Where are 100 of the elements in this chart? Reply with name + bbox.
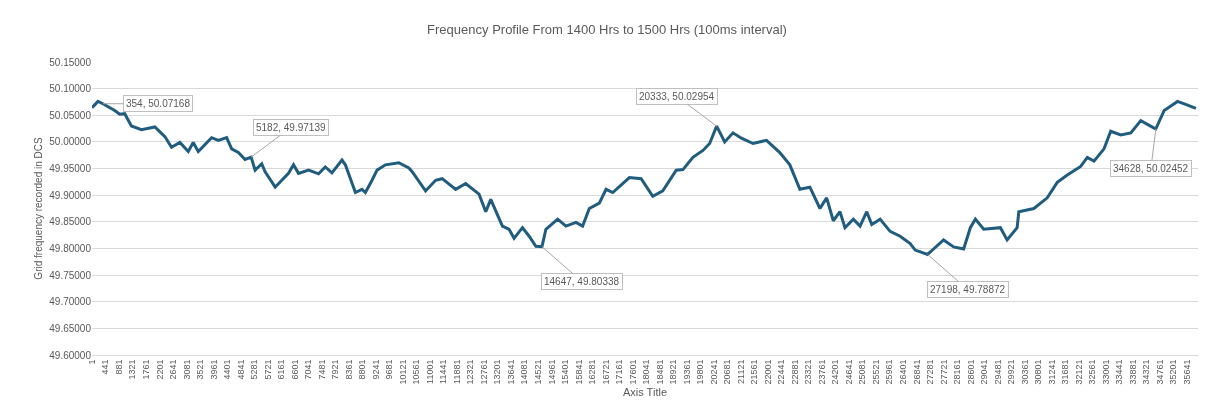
x-tick-label: 2201	[154, 359, 165, 380]
x-tick-label: 881	[113, 359, 124, 375]
x-tick-label: 8801	[357, 359, 368, 380]
x-tick-label: 6601	[289, 359, 300, 380]
y-tick-label: 50.00000	[49, 136, 92, 148]
x-tick-label: 22001	[762, 359, 773, 385]
annotation: 34628, 50.02452	[1113, 163, 1189, 174]
y-tick-label: 49.90000	[49, 189, 92, 201]
x-tick-label: 18041	[641, 359, 652, 385]
x-tick-label: 34321	[1141, 359, 1152, 385]
x-tick-label: 27721	[938, 359, 949, 385]
x-tick-label: 31681	[1060, 359, 1071, 385]
x-tick-label: 11881	[451, 359, 462, 384]
y-tick-label: 50.15000	[49, 56, 92, 68]
y-tick-label: 49.95000	[49, 163, 92, 175]
x-tick-label: 26401	[898, 359, 909, 385]
x-tick-label: 16281	[587, 359, 598, 385]
x-tick-label: 10561	[411, 359, 422, 385]
x-tick-label: 6161	[276, 359, 287, 380]
x-tick-label: 1321	[127, 359, 138, 380]
x-tick-label: 17161	[614, 359, 625, 385]
x-tick-label: 25521	[870, 359, 881, 385]
annotation: 5182, 49.97139	[256, 122, 326, 133]
x-tick-label: 30801	[1033, 359, 1044, 385]
x-tick-label: 5281	[249, 359, 260, 380]
annotation: 27198, 49.78872	[930, 284, 1006, 295]
x-tick-label: 9241	[370, 359, 381, 380]
x-tick-label: 28601	[965, 359, 976, 385]
x-tick-label: 29481	[992, 359, 1003, 385]
annotation: 354, 50.07168	[126, 98, 191, 109]
x-tick-label: 9681	[384, 359, 395, 380]
x-tick-label: 21121	[735, 359, 746, 384]
x-tick-label: 29041	[979, 359, 990, 385]
x-tick-label: 32561	[1087, 359, 1098, 385]
x-tick-label: 12321	[465, 359, 476, 385]
x-tick-label: 24641	[843, 359, 854, 385]
x-tick-label: 25081	[857, 359, 868, 385]
x-tick-label: 11441	[438, 359, 449, 384]
x-tick-label: 18921	[668, 359, 679, 385]
y-tick-label: 49.80000	[49, 242, 92, 254]
x-tick-label: 3961	[208, 359, 219, 380]
x-tick-label: 18481	[654, 359, 665, 385]
x-tick-label: 33441	[1114, 359, 1125, 385]
x-tick-label: 24201	[830, 359, 841, 385]
y-tick-label: 50.10000	[49, 83, 92, 95]
y-tick-label: 49.75000	[49, 269, 92, 281]
x-tick-label: 7041	[303, 359, 314, 380]
x-tick-label: 7481	[316, 359, 327, 380]
x-tick-label: 33881	[1127, 359, 1138, 385]
y-tick-label: 49.70000	[49, 296, 92, 308]
x-tick-label: 1	[86, 359, 97, 365]
y-tick-label: 49.60000	[49, 349, 92, 361]
x-tick-label: 10121	[397, 359, 408, 385]
x-tick-label: 8361	[343, 359, 354, 380]
x-tick-label: 14961	[546, 359, 557, 385]
x-axis-title: Axis Title	[622, 385, 668, 398]
x-tick-label: 14521	[533, 359, 544, 385]
x-tick-label: 30361	[1019, 359, 1030, 385]
x-tick-label: 20681	[722, 359, 733, 385]
x-tick-label: 33001	[1100, 359, 1111, 385]
x-tick-label: 11001	[424, 359, 435, 384]
x-tick-label: 19361	[681, 359, 692, 385]
x-tick-label: 15841	[573, 359, 584, 385]
x-tick-label: 17601	[627, 359, 638, 385]
y-tick-label: 49.65000	[49, 322, 92, 334]
x-tick-label: 3081	[181, 359, 192, 380]
x-tick-label: 20241	[708, 359, 719, 385]
annotation: 14647, 49.80338	[544, 276, 620, 287]
x-tick-label: 22881	[789, 359, 800, 385]
x-tick-label: 21561	[749, 359, 760, 385]
x-tick-label: 4841	[235, 359, 246, 380]
x-tick-label: 13201	[492, 359, 503, 385]
x-tick-label: 4401	[222, 359, 233, 380]
x-tick-label: 32121	[1073, 359, 1084, 385]
x-tick-label: 22441	[776, 359, 787, 385]
x-tick-label: 14081	[519, 359, 530, 385]
x-tick-label: 26841	[911, 359, 922, 385]
x-tick-label: 5721	[262, 359, 273, 380]
x-tick-label: 19801	[695, 359, 706, 385]
x-tick-label: 15401	[560, 359, 571, 385]
x-tick-label: 3521	[195, 359, 206, 380]
y-tick-label: 49.85000	[49, 216, 92, 228]
y-axis-title: Grid frequency recorded in DCS	[33, 137, 45, 280]
x-tick-label: 34761	[1154, 359, 1165, 385]
x-tick-label: 441	[100, 359, 111, 375]
x-tick-label: 2641	[168, 359, 179, 380]
chart-title: Frequency Profile From 1400 Hrs to 1500 Hrs (100ms interval)	[427, 22, 787, 38]
x-tick-label: 23761	[816, 359, 827, 385]
annotation: 20333, 50.02954	[639, 91, 715, 102]
x-tick-label: 29921	[1006, 359, 1017, 385]
x-tick-label: 23321	[803, 359, 814, 385]
x-tick-label: 7921	[330, 359, 341, 380]
y-tick-label: 50.05000	[49, 109, 92, 121]
x-tick-label: 28161	[952, 359, 963, 385]
x-tick-label: 25961	[884, 359, 895, 385]
x-tick-label: 35201	[1168, 359, 1179, 385]
x-tick-label: 35641	[1181, 359, 1192, 385]
x-tick-label: 1761	[141, 359, 151, 380]
x-tick-label: 13641	[505, 359, 516, 385]
x-tick-label: 31241	[1046, 359, 1057, 385]
